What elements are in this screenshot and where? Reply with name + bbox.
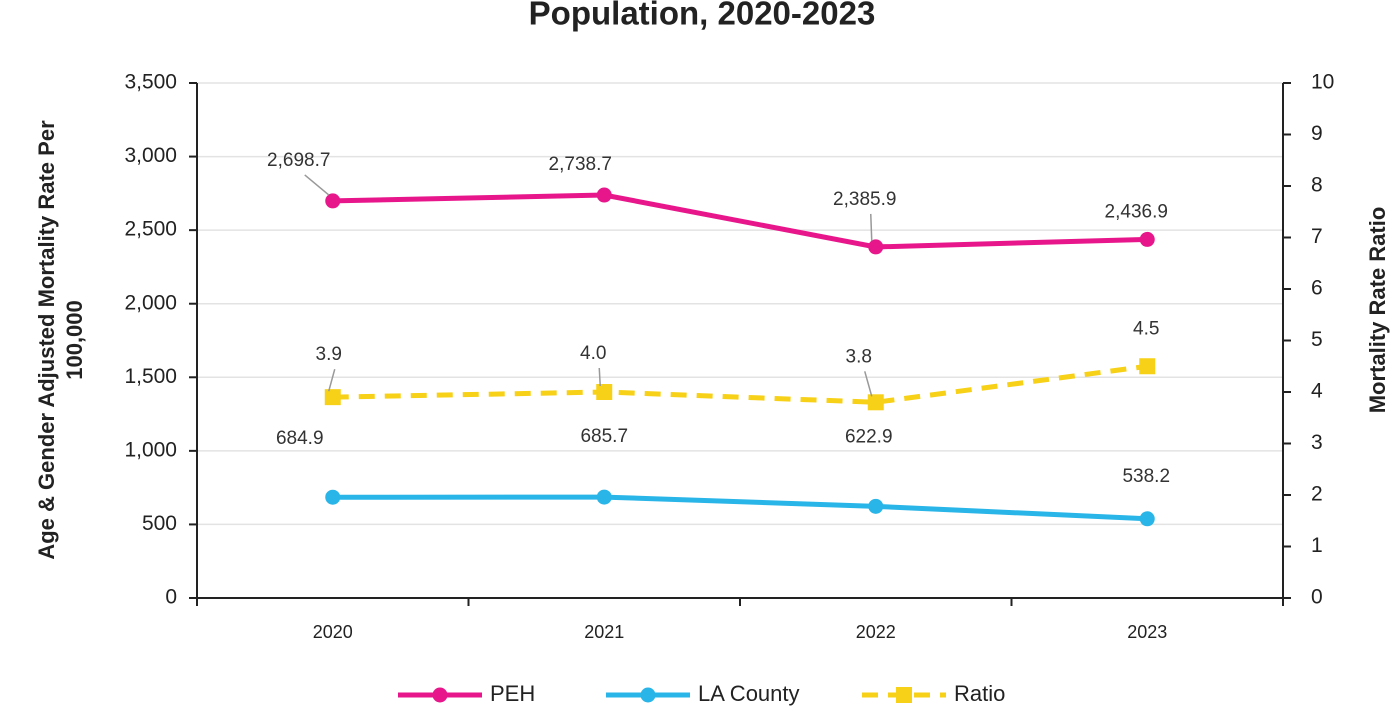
data-label: 684.9 — [276, 428, 324, 449]
y-tick-label: 3,000 — [124, 144, 177, 167]
y2-tick-label: 5 — [1311, 328, 1323, 351]
marker — [596, 187, 612, 203]
y2-tick-label: 2 — [1311, 483, 1323, 506]
data-label: 2,698.7 — [267, 150, 330, 171]
data-label: 4.5 — [1133, 318, 1159, 339]
marker — [868, 498, 884, 514]
marker — [596, 384, 613, 400]
leader-line — [328, 368, 336, 392]
data-label: 3.9 — [316, 344, 342, 365]
series-line — [332, 494, 1148, 522]
leader-line — [598, 367, 601, 387]
series-line — [332, 363, 1148, 405]
y2-tick-label: 1 — [1311, 534, 1323, 557]
y2-axis-title: Mortality Rate Ratio — [1365, 207, 1390, 414]
data-label: 2,738.7 — [549, 154, 612, 175]
y2-tick-label: 6 — [1311, 277, 1323, 300]
legend-marker — [896, 687, 912, 703]
x-tick-label: 2020 — [313, 622, 353, 642]
y2-tick-label: 3 — [1311, 431, 1323, 454]
marker — [868, 239, 884, 255]
marker — [325, 489, 341, 505]
leader-line — [870, 213, 873, 241]
data-label: 2,385.9 — [833, 189, 896, 210]
y-tick-label: 0 — [165, 586, 177, 609]
legend-label: Ratio — [954, 681, 1005, 706]
leader-line — [304, 174, 330, 196]
y-tick-label: 2,000 — [124, 291, 177, 314]
y2-tick-label: 10 — [1311, 71, 1334, 94]
y-tick-label: 2,500 — [124, 218, 177, 241]
legend-label: LA County — [698, 681, 800, 706]
marker — [1139, 358, 1156, 375]
y-axis-title: 100,000 — [62, 300, 87, 380]
marker — [324, 389, 341, 406]
y2-tick-label: 9 — [1311, 122, 1323, 145]
chart-title: Population, 2020-2023 — [529, 0, 876, 32]
marker — [325, 193, 341, 209]
legend-marker — [432, 687, 448, 703]
legend-label: PEH — [490, 681, 535, 706]
x-tick-label: 2022 — [856, 622, 896, 642]
y2-tick-label: 8 — [1311, 174, 1323, 197]
y-tick-label: 1,500 — [124, 365, 177, 388]
data-label: 622.9 — [845, 426, 893, 447]
y2-tick-label: 0 — [1311, 586, 1323, 609]
leader-line — [864, 371, 873, 397]
data-label: 4.0 — [580, 343, 606, 364]
x-tick-label: 2021 — [584, 622, 624, 642]
y-tick-label: 3,500 — [124, 71, 177, 94]
legend-marker — [640, 687, 656, 703]
data-label: 538.2 — [1122, 466, 1170, 487]
data-label: 2,436.9 — [1105, 201, 1168, 222]
y2-tick-label: 4 — [1311, 380, 1323, 403]
marker — [867, 394, 884, 411]
x-tick-label: 2023 — [1127, 622, 1167, 642]
y2-tick-label: 7 — [1311, 225, 1323, 248]
data-label: 3.8 — [846, 346, 872, 367]
y-tick-label: 500 — [142, 512, 177, 535]
series-line — [332, 192, 1148, 250]
marker — [1139, 511, 1155, 527]
y-tick-label: 1,000 — [124, 438, 177, 461]
marker — [596, 489, 612, 505]
y-axis-title: Age & Gender Adjusted Mortality Rate Per — [34, 120, 59, 560]
marker — [1139, 231, 1155, 247]
data-label: 685.7 — [580, 426, 628, 447]
